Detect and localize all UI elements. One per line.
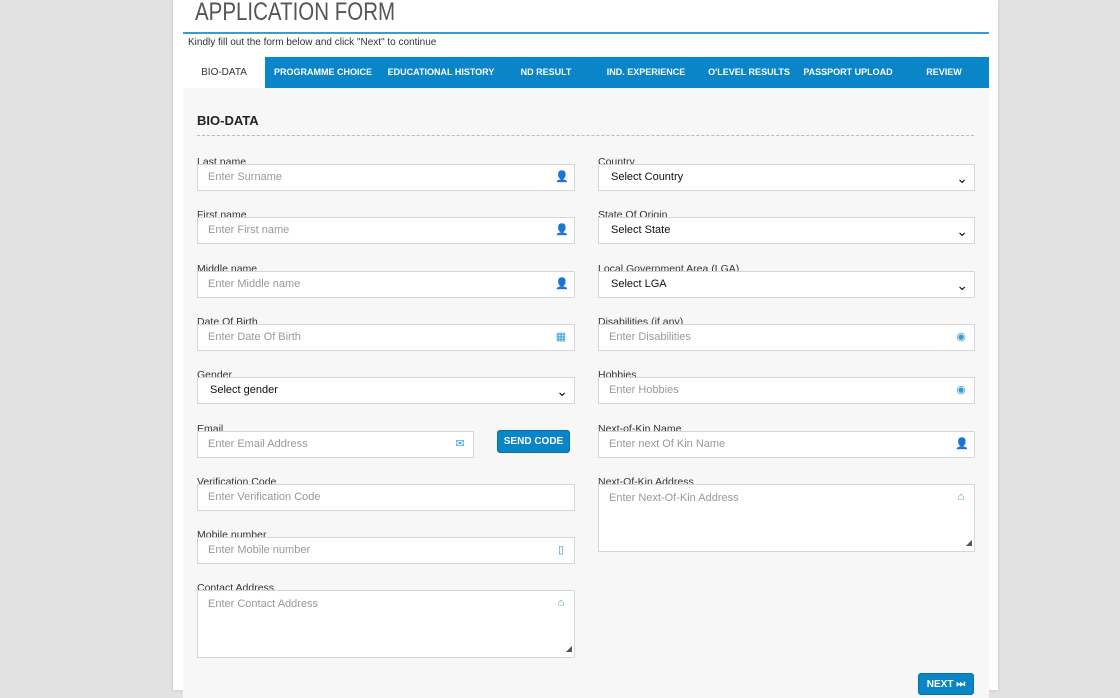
email-input[interactable]: Enter Email Address ✉: [197, 430, 474, 458]
user-icon: 👤: [555, 171, 569, 183]
chevron-down-icon: ⌄: [556, 383, 568, 400]
placeholder: Enter Disabilities: [609, 330, 691, 343]
date-of-birth-input[interactable]: Enter Date Of Birth ▦: [197, 323, 575, 351]
placeholder: Enter First name: [208, 224, 290, 237]
page-subtitle: Kindly fill out the form below and click…: [188, 37, 437, 48]
placeholder: Enter Hobbies: [609, 384, 679, 397]
home-icon: ⌂: [957, 490, 965, 503]
placeholder: Enter Contact Address: [208, 598, 319, 611]
tab-programme-choice[interactable]: PROGRAMME CHOICE: [273, 67, 372, 77]
target-icon: ◉: [956, 384, 966, 397]
resize-handle-icon[interactable]: ◢: [965, 537, 972, 547]
chevron-down-icon: ⌄: [956, 223, 968, 240]
next-of-kin-name-input[interactable]: Enter next Of Kin Name 👤: [598, 430, 975, 458]
selected-value: Select Country: [611, 171, 684, 183]
first-name-input[interactable]: Enter First name 👤: [197, 217, 575, 245]
tab-bio-data[interactable]: BIO-DATA: [183, 57, 265, 88]
chevron-down-icon: ⌄: [956, 276, 968, 293]
calendar-icon: ▦: [555, 330, 567, 343]
gender-select[interactable]: Select gender ⌄: [197, 377, 575, 405]
placeholder: Enter Mobile number: [208, 544, 311, 557]
user-icon: 👤: [555, 224, 569, 237]
section-divider: [197, 135, 974, 136]
local-government-area-lga-select[interactable]: Select LGA ⌄: [598, 270, 975, 298]
placeholder: Enter Middle name: [208, 277, 301, 290]
middle-name-input[interactable]: Enter Middle name 👤: [197, 270, 575, 298]
next-of-kin-address-input[interactable]: Enter Next-Of-Kin Address ⌂ ◢: [598, 483, 975, 552]
hobbies-input[interactable]: Enter Hobbies ◉: [598, 377, 975, 405]
tab-passport-upload[interactable]: PASSPORT UPLOAD: [803, 67, 893, 77]
state-of-origin-select[interactable]: Select State ⌄: [598, 217, 975, 245]
next-button[interactable]: NEXT ⏭: [918, 673, 974, 695]
selected-value: Select LGA: [611, 277, 667, 290]
user-icon: 👤: [555, 277, 569, 290]
target-icon: ◉: [956, 330, 966, 343]
verification-code-input[interactable]: Enter Verification Code: [197, 483, 575, 511]
placeholder: Enter Verification Code: [208, 490, 321, 503]
last-name-input[interactable]: Enter Surname 👤: [197, 164, 575, 191]
mobile-number-input[interactable]: Enter Mobile number ▯: [197, 537, 575, 565]
tab-ind-experience[interactable]: IND. EXPERIENCE: [606, 67, 686, 77]
tab-educational-history[interactable]: EDUCATIONAL HISTORY: [387, 67, 495, 77]
section-heading: BIO-DATA: [197, 113, 259, 128]
bio-data-panel: BIO-DATA Last name Enter Surname 👤 First na…: [183, 88, 989, 698]
title-divider: [183, 32, 989, 34]
tab-nd-result[interactable]: ND RESULT: [520, 67, 572, 77]
envelope-icon: ✉: [455, 437, 465, 450]
disabilities-if-any-input[interactable]: Enter Disabilities ◉: [598, 323, 975, 351]
placeholder: Enter Surname: [208, 171, 282, 183]
application-page: APPLICATION FORM Kindly fill out the for…: [173, 0, 998, 698]
user-icon: 👤: [955, 437, 969, 450]
send-code-button[interactable]: SEND CODE: [497, 430, 570, 453]
chevron-down-icon: ⌄: [956, 170, 968, 186]
placeholder: Enter next Of Kin Name: [609, 437, 726, 450]
contact-address-input[interactable]: Enter Contact Address ⌂ ◢: [197, 590, 575, 659]
selected-value: Select State: [611, 224, 671, 237]
mobile-icon: ▯: [557, 544, 565, 557]
placeholder: Enter Next-Of-Kin Address: [609, 491, 739, 504]
country-select[interactable]: Select Country ⌄: [598, 164, 975, 191]
page-title: APPLICATION FORM: [195, 0, 396, 26]
placeholder: Enter Email Address: [208, 437, 308, 450]
tab-review[interactable]: REVIEW: [926, 67, 962, 77]
home-icon: ⌂: [557, 597, 565, 610]
tab-o-level-results[interactable]: O'LEVEL RESULTS: [708, 67, 790, 77]
resize-handle-icon[interactable]: ◢: [565, 644, 572, 654]
selected-value: Select gender: [210, 384, 278, 397]
placeholder: Enter Date Of Birth: [208, 330, 301, 343]
form-tabs: BIO-DATA PROGRAMME CHOICE EDUCATIONAL HIST…: [183, 57, 989, 88]
